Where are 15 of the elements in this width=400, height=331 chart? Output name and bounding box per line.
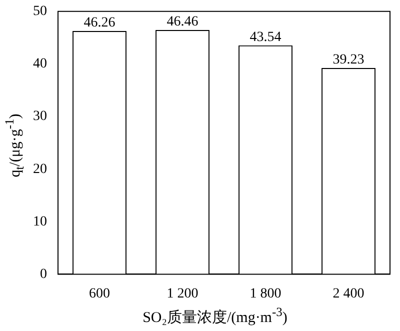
x-tick-label: 600 <box>89 286 110 302</box>
data-label: 46.46 <box>166 14 198 30</box>
data-label: 39.23 <box>332 52 364 68</box>
data-label: 43.54 <box>250 30 282 46</box>
y-tick-label: 50 <box>33 4 47 20</box>
x-tick-label: 2 400 <box>332 286 364 302</box>
x-tick-label: 1 800 <box>250 286 282 302</box>
data-label: 46.26 <box>84 16 116 31</box>
x-tick-label: 1 200 <box>166 286 198 302</box>
y-tick-label: 30 <box>33 109 47 124</box>
y-tick-label: 40 <box>33 56 47 72</box>
y-tick-label: 10 <box>33 214 47 230</box>
y-tick-label: 20 <box>33 162 47 177</box>
x-axis-title: SO₂质量浓度/(mg·m$^{-3}$) <box>142 305 288 327</box>
y-tick-label: 0 <box>40 266 47 282</box>
